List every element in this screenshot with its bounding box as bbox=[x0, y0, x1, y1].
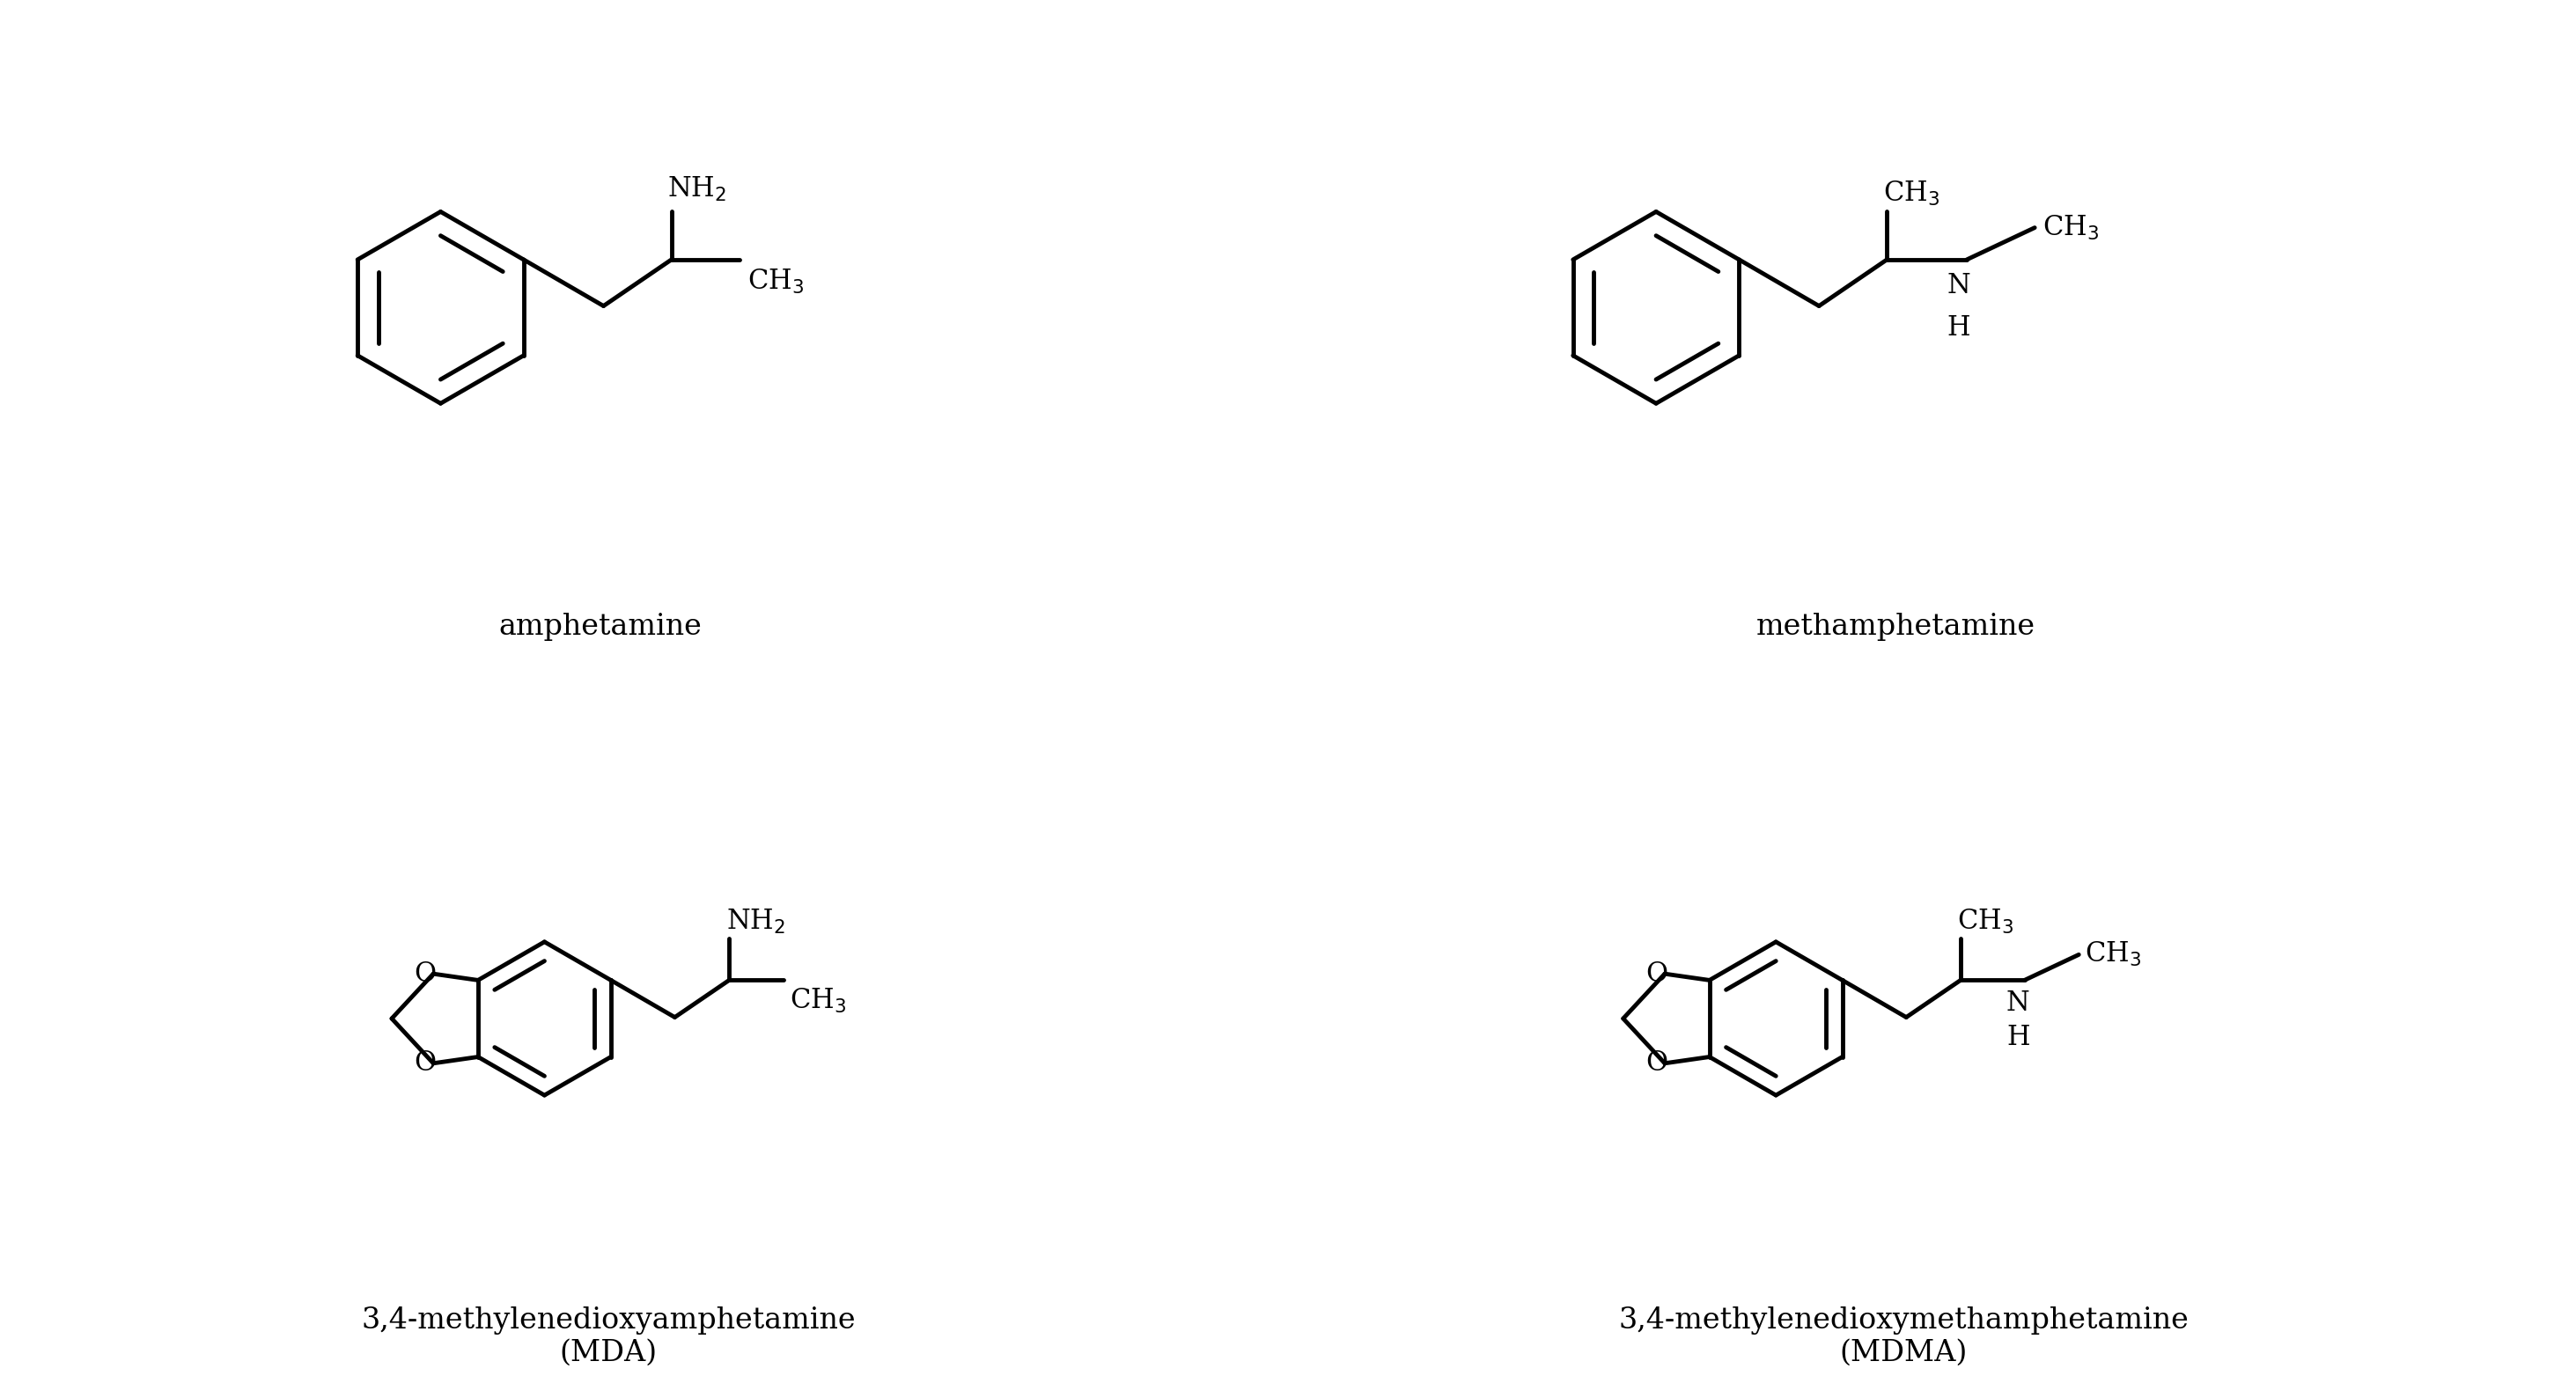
Text: NH$_2$: NH$_2$ bbox=[667, 176, 726, 204]
Text: H: H bbox=[1947, 315, 1971, 341]
Text: NH$_2$: NH$_2$ bbox=[726, 907, 786, 935]
Text: CH$_3$: CH$_3$ bbox=[747, 267, 804, 296]
Text: CH$_3$: CH$_3$ bbox=[2043, 214, 2099, 242]
Text: O: O bbox=[1646, 1050, 1667, 1076]
Text: N: N bbox=[2007, 990, 2030, 1018]
Text: CH$_3$: CH$_3$ bbox=[2084, 941, 2141, 969]
Text: 3,4-methylenedioxymethamphetamine
(MDMA): 3,4-methylenedioxymethamphetamine (MDMA) bbox=[1618, 1306, 2190, 1367]
Text: 3,4-methylenedioxyamphetamine
(MDA): 3,4-methylenedioxyamphetamine (MDA) bbox=[361, 1306, 855, 1367]
Text: N: N bbox=[1947, 271, 1971, 299]
Text: CH$_3$: CH$_3$ bbox=[1883, 179, 1940, 208]
Text: methamphetamine: methamphetamine bbox=[1757, 612, 2035, 642]
Text: CH$_3$: CH$_3$ bbox=[791, 987, 848, 1015]
Text: CH$_3$: CH$_3$ bbox=[1958, 907, 2014, 935]
Text: amphetamine: amphetamine bbox=[500, 612, 703, 642]
Text: O: O bbox=[1646, 960, 1667, 987]
Text: O: O bbox=[415, 960, 435, 987]
Text: O: O bbox=[415, 1050, 435, 1076]
Text: H: H bbox=[2007, 1023, 2030, 1051]
